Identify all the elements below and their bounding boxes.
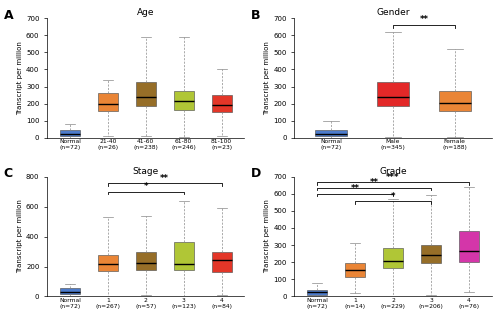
Text: *: * (390, 192, 395, 201)
Title: Age: Age (137, 8, 154, 17)
Text: B: B (251, 9, 260, 22)
PathPatch shape (383, 248, 403, 268)
PathPatch shape (377, 82, 409, 106)
Title: Grade: Grade (379, 167, 407, 176)
PathPatch shape (345, 263, 365, 277)
PathPatch shape (60, 288, 80, 294)
Y-axis label: Transcript per million: Transcript per million (17, 41, 23, 115)
Text: ***: *** (386, 173, 400, 182)
Text: **: ** (350, 184, 360, 193)
PathPatch shape (421, 245, 441, 263)
Text: **: ** (420, 16, 428, 24)
Text: D: D (251, 167, 261, 180)
Text: *: * (144, 182, 148, 191)
PathPatch shape (136, 82, 156, 106)
Text: C: C (4, 167, 13, 180)
Title: Gender: Gender (376, 8, 410, 17)
PathPatch shape (174, 242, 194, 270)
PathPatch shape (60, 130, 80, 136)
PathPatch shape (174, 91, 194, 110)
PathPatch shape (459, 231, 479, 262)
PathPatch shape (136, 252, 156, 269)
Y-axis label: Transcript per million: Transcript per million (264, 41, 270, 115)
Text: **: ** (370, 178, 378, 187)
Y-axis label: Transcript per million: Transcript per million (17, 200, 23, 274)
PathPatch shape (307, 290, 327, 295)
PathPatch shape (98, 94, 117, 112)
PathPatch shape (212, 251, 232, 272)
Text: A: A (4, 9, 14, 22)
Y-axis label: Transcript per million: Transcript per million (264, 200, 270, 274)
PathPatch shape (438, 91, 470, 111)
Text: **: ** (160, 174, 169, 183)
PathPatch shape (316, 130, 348, 136)
PathPatch shape (212, 95, 232, 112)
Title: Stage: Stage (132, 167, 159, 176)
PathPatch shape (98, 255, 117, 271)
